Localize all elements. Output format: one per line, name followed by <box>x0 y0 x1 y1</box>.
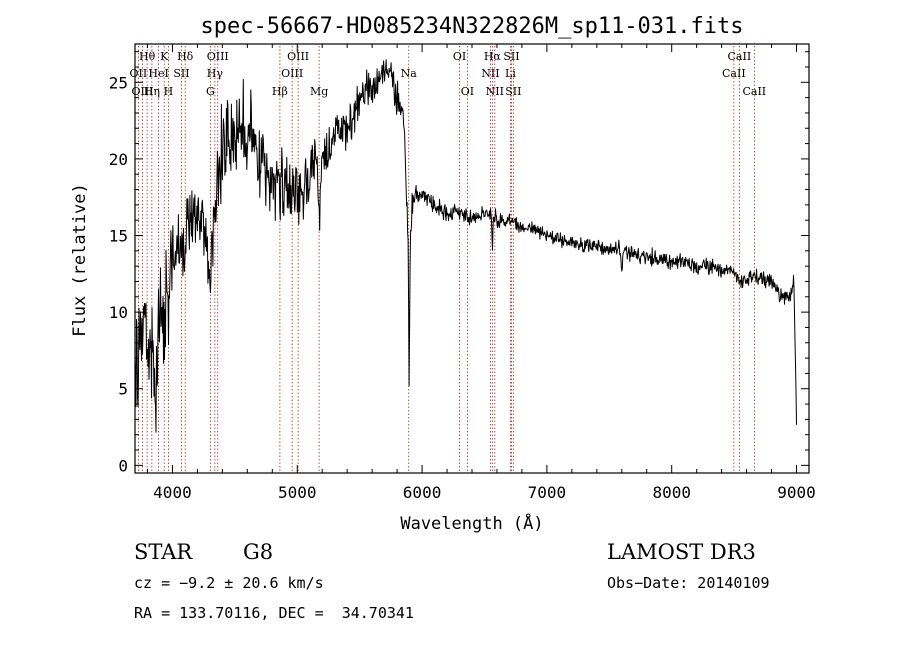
spectral-line-label: K <box>160 50 169 63</box>
x-tick-label: 8000 <box>652 483 691 502</box>
spectral-line-label: CaII <box>742 85 766 98</box>
spectral-line-labels: Hθ OII OIII K HeI Hη SII H Hδ OIII Hγ G Hβ OIII OIII Mg… <box>130 50 767 98</box>
spectral-line-label: Hγ <box>207 67 224 80</box>
spectral-line-label: G <box>206 85 215 98</box>
spectral-line-label: Hδ <box>177 50 194 63</box>
spectral-line-label: OI <box>461 85 474 98</box>
spectral-line-label: NII <box>486 85 504 98</box>
sky-coordinates: RA = 133.70116, DEC = 34.70341 <box>134 604 414 622</box>
object-subclass: G8 <box>243 540 274 564</box>
spectral-line-label: SII <box>503 50 519 63</box>
chart-title: spec-56667-HD085234N322826M_sp11-031.fit… <box>200 14 743 39</box>
spectral-line-label: CaII <box>722 67 746 80</box>
spectral-line-label: OIII <box>281 67 303 80</box>
spectral-line-label: OI <box>453 50 466 63</box>
spectral-line-label: OII <box>130 67 148 80</box>
spectral-line-label: SII <box>505 85 521 98</box>
survey-name: LAMOST DR3 <box>607 540 756 564</box>
y-tick-label: 0 <box>118 456 128 475</box>
object-class: STAR <box>134 540 193 564</box>
redshift-velocity: cz = −9.2 ± 20.6 km/s <box>134 574 324 592</box>
spectral-line-label: Hθ <box>139 50 156 63</box>
x-tick-label: 9000 <box>777 483 816 502</box>
spectral-line-label: Na <box>401 67 418 80</box>
x-tick-label: 6000 <box>403 483 442 502</box>
spectral-line-label: OIII <box>207 50 229 63</box>
spectrum-series-line <box>134 59 797 433</box>
y-tick-label: 20 <box>109 150 128 169</box>
observation-date: Obs−Date: 20140109 <box>607 574 770 592</box>
spectral-line-label: SII <box>173 67 189 80</box>
spectral-line-label: NII <box>481 67 499 80</box>
spectral-line-label: Hβ <box>272 85 288 98</box>
y-tick-label: 15 <box>109 227 128 246</box>
spectral-line-label: HeI <box>148 67 168 80</box>
spectral-line-label: OIII <box>287 50 309 63</box>
x-tick-label: 4000 <box>153 483 192 502</box>
spectral-line-label: OIII <box>131 85 153 98</box>
x-tick-label: 7000 <box>528 483 567 502</box>
x-axis-label: Wavelength (Å) <box>400 512 543 534</box>
spectral-line-label: Li <box>505 67 516 80</box>
spectral-line-label: H <box>164 85 174 98</box>
y-tick-label: 10 <box>109 303 128 322</box>
spectral-line-label: CaII <box>728 50 752 63</box>
spectral-line-label: Hα <box>484 50 502 63</box>
axis-ticks: 4000 5000 6000 7000 8000 9000 0 5 10 15 20 25 <box>109 44 816 502</box>
x-tick-label: 5000 <box>278 483 317 502</box>
spectral-line-label: Mg <box>310 85 328 98</box>
y-axis-label: Flux (relative) <box>70 183 90 337</box>
spectral-line-label: Hη <box>144 85 160 98</box>
y-tick-label: 5 <box>118 380 128 399</box>
y-tick-label: 25 <box>109 73 128 92</box>
plot-frame <box>134 43 810 474</box>
